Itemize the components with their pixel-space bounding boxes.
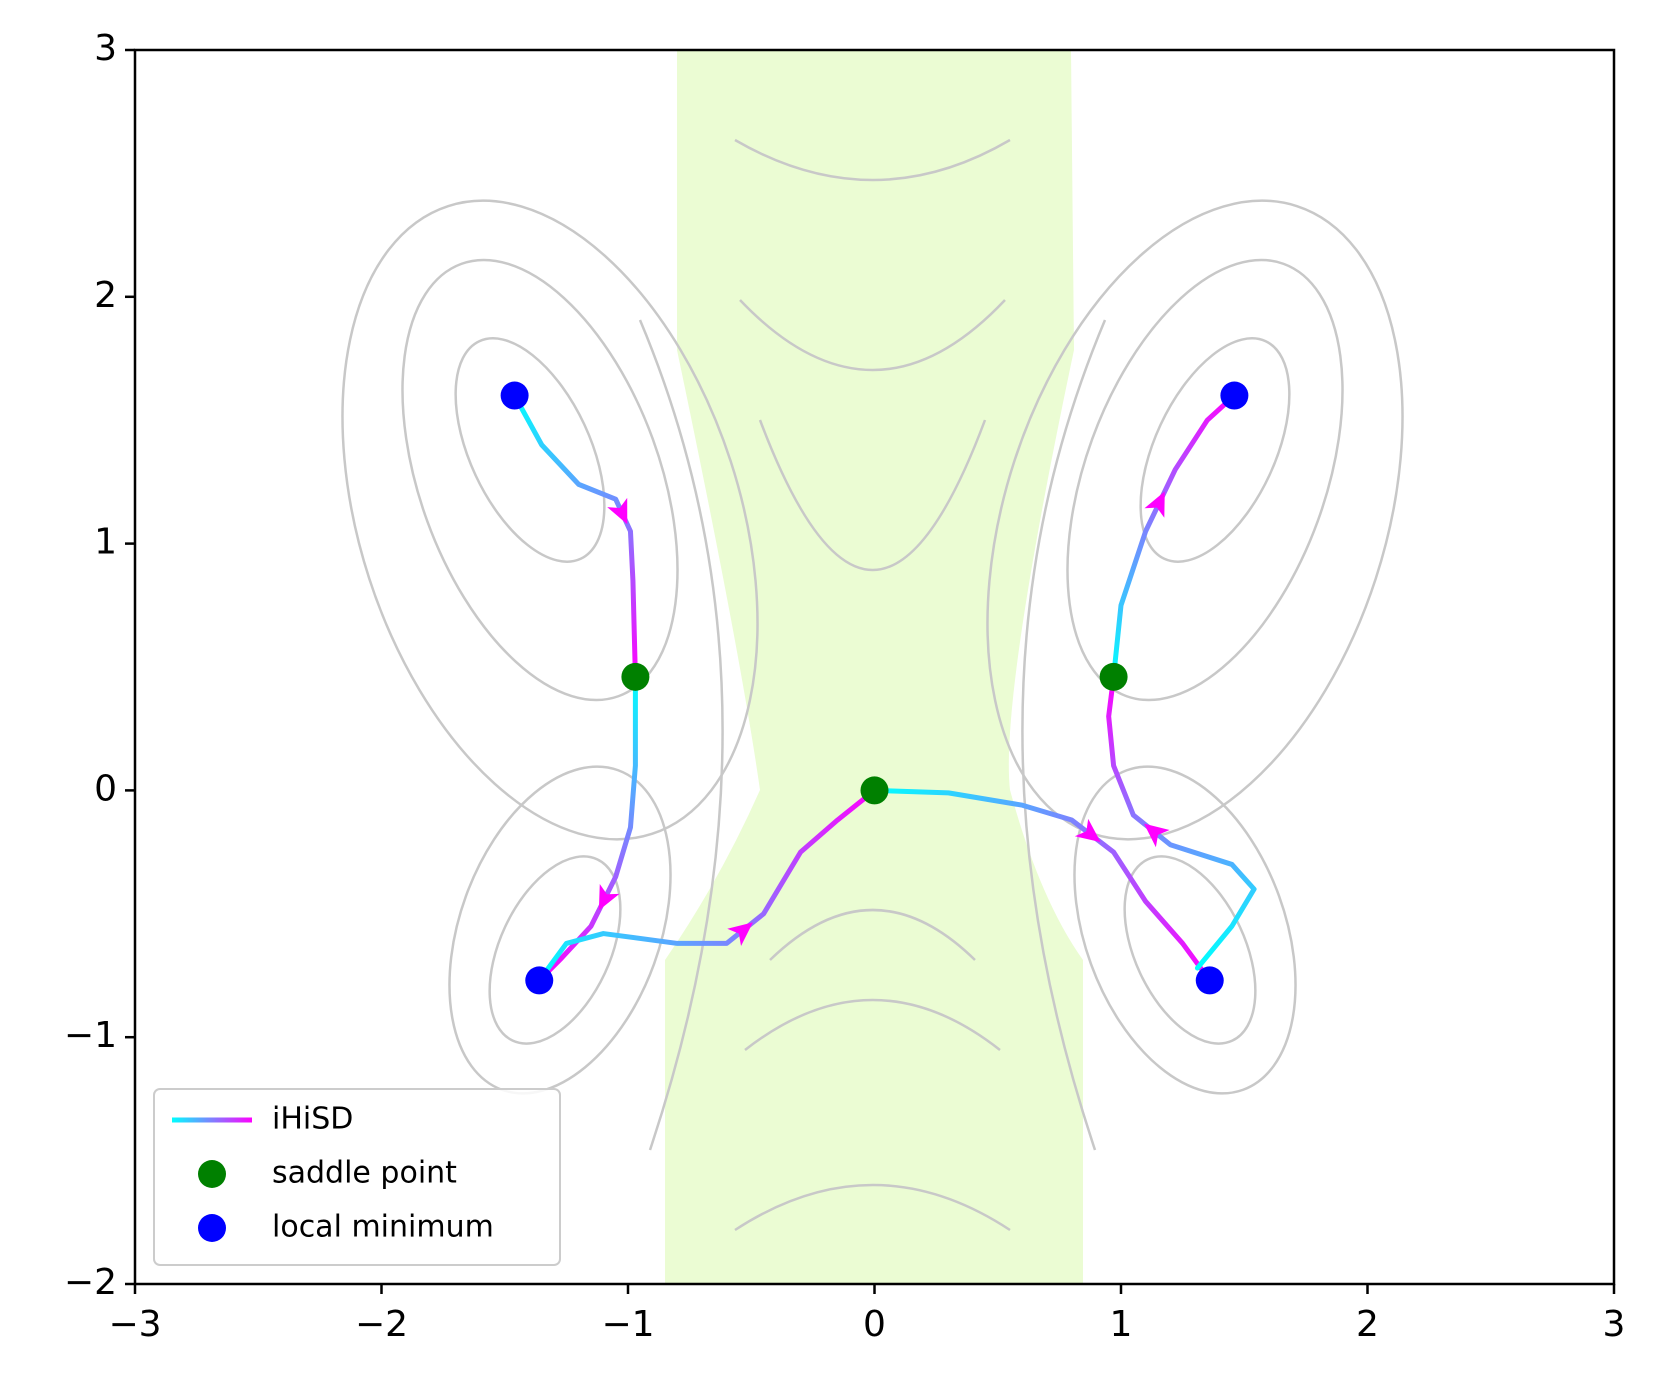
- legend-label: saddle point: [272, 1156, 457, 1191]
- trajectory: [1106, 674, 1257, 971]
- arrowhead: [1144, 491, 1165, 518]
- legend-marker: [198, 1160, 226, 1188]
- x-tick-label: −3: [108, 1304, 161, 1345]
- point: [500, 381, 529, 410]
- y-tick-label: −2: [64, 1262, 117, 1303]
- point: [1195, 966, 1224, 995]
- arrowhead: [727, 922, 753, 946]
- x-tick-label: −1: [601, 1304, 654, 1345]
- legend-marker: [198, 1214, 226, 1242]
- point: [525, 966, 554, 995]
- background: [341, 50, 1404, 1284]
- x-tick-label: 2: [1356, 1304, 1379, 1345]
- trajectory: [512, 393, 638, 680]
- legend: iHiSD saddle point local minimum: [153, 1088, 561, 1266]
- trajectory: [536, 674, 638, 983]
- y-tick-label: 2: [94, 275, 117, 316]
- contours: [341, 138, 1404, 1232]
- point: [621, 662, 650, 691]
- point: [1220, 381, 1249, 410]
- x-tick-label: 0: [863, 1304, 886, 1345]
- arrowhead: [1074, 818, 1101, 843]
- point: [1099, 662, 1128, 691]
- x-tick-label: 3: [1603, 1304, 1626, 1345]
- y-tick-label: 0: [94, 768, 117, 809]
- x-tick-label: −2: [355, 1304, 408, 1345]
- arrowhead: [1144, 823, 1170, 848]
- y-tick-label: 1: [94, 522, 117, 563]
- trajectory: [1111, 393, 1237, 680]
- arrowhead: [607, 497, 628, 525]
- x-tick-label: 1: [1110, 1304, 1133, 1345]
- point: [860, 776, 889, 805]
- legend-label: local minimum: [272, 1210, 494, 1245]
- region: [665, 50, 1083, 1284]
- y-tick-label: 3: [94, 28, 117, 69]
- legend-box: [153, 1088, 561, 1266]
- arrowhead: [598, 884, 620, 911]
- legend-label: iHiSD: [272, 1102, 353, 1137]
- y-tick-label: −1: [64, 1015, 117, 1056]
- trajectory: [536, 787, 877, 983]
